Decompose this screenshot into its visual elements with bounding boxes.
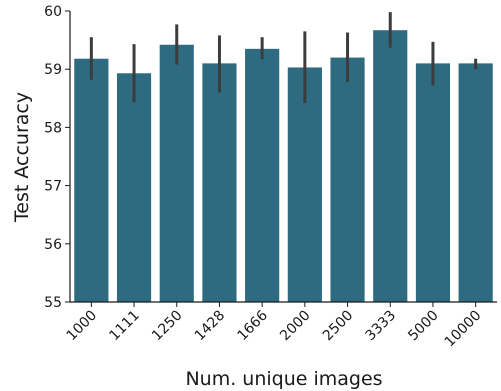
y-tick-label-59: 59 (44, 62, 62, 78)
x-tick-label-3333: 3333 (363, 308, 400, 345)
bar-5000 (415, 63, 451, 302)
bar-1111 (116, 73, 152, 303)
y-axis: 55 56 57 58 59 60 (44, 4, 71, 311)
y-tick-label-60: 60 (44, 4, 62, 20)
y-tick-label-57: 57 (44, 179, 62, 195)
x-axis: 1000 1111 1250 1428 1666 2000 2500 3333 5000 1000… (64, 301, 497, 351)
x-tick-label-2000: 2000 (277, 308, 314, 345)
bar-2500 (330, 57, 365, 303)
x-tick-label-1666: 1666 (234, 307, 271, 344)
bar-1428 (202, 63, 237, 302)
y-tick-label-56: 56 (44, 237, 62, 253)
bar-1666 (245, 48, 280, 302)
x-tick-label-1111: 1111 (106, 308, 143, 345)
x-tick-label-10000: 10000 (442, 308, 485, 351)
x-tick-label-1428: 1428 (192, 308, 229, 345)
bar-2000 (287, 67, 322, 302)
bar-1250 (159, 44, 194, 302)
y-axis-title: Test Accuracy (11, 92, 33, 223)
bars-group (74, 30, 493, 303)
bar-10000 (458, 63, 493, 302)
y-tick-label-58: 58 (44, 120, 62, 136)
x-tick-label-2500: 2500 (320, 308, 357, 345)
bar-1000 (74, 58, 109, 302)
bar-3333 (373, 30, 408, 303)
x-axis-title: Num. unique images (185, 368, 382, 390)
y-tick-label-55: 55 (44, 295, 62, 311)
error-bars-group (89, 12, 478, 103)
x-tick-label-1250: 1250 (149, 308, 186, 345)
x-tick-label-1000: 1000 (64, 308, 101, 345)
x-tick-label-5000: 5000 (405, 308, 442, 345)
